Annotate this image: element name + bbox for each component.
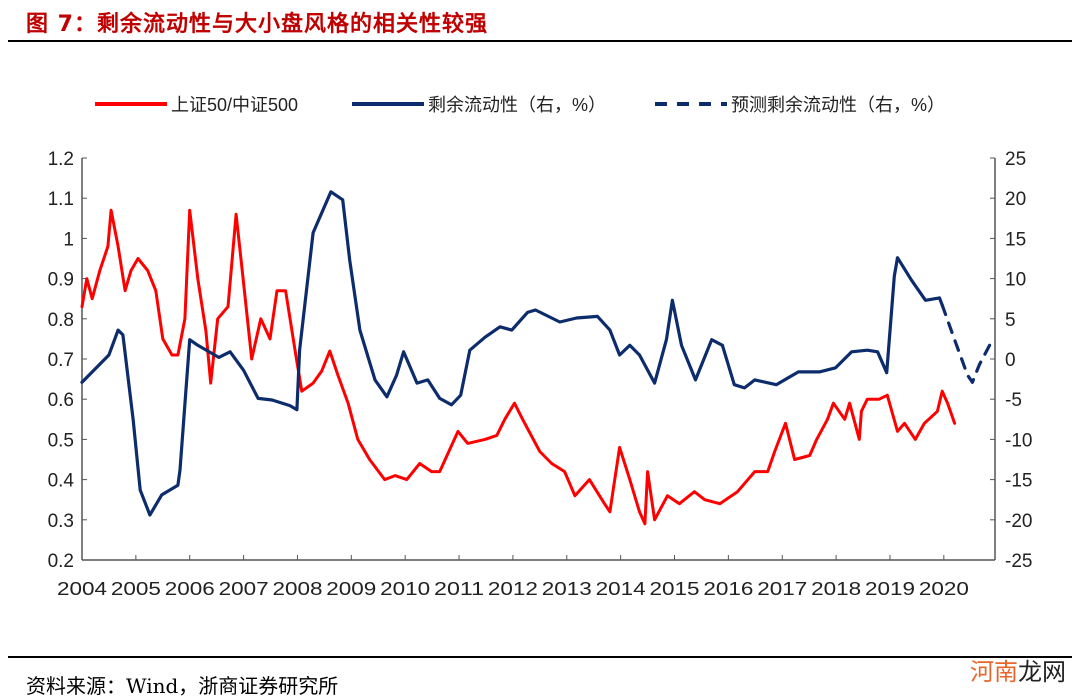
left-tick-label: 0.7: [48, 350, 74, 371]
x-tick-label: 2006: [165, 579, 215, 599]
x-tick-label: 2019: [865, 579, 915, 599]
x-tick-label: 2011: [434, 579, 484, 599]
x-tick-label: 2020: [919, 579, 969, 599]
right-tick-label: -25: [1005, 551, 1032, 572]
x-tick-label: 2014: [596, 579, 646, 599]
x-tick-label: 2007: [219, 579, 269, 599]
x-tick-label: 2008: [272, 579, 322, 599]
series-line-1: [80, 190, 944, 517]
right-tick-label: 5: [1005, 310, 1016, 331]
x-tick-label: 2012: [488, 579, 538, 599]
right-tick-label: 0: [1005, 350, 1016, 371]
left-tick-label: 1.1: [48, 189, 74, 210]
x-tick-label: 2015: [650, 579, 700, 599]
x-tick-label: 2009: [326, 579, 376, 599]
legend-label-2: 预测剩余流动性（右，%）: [731, 95, 945, 115]
figure-title: 图 7：剩余流动性与大小盘风格的相关性较强: [26, 12, 488, 37]
plot-area: [80, 190, 997, 526]
x-tick-label: 2016: [703, 579, 753, 599]
left-tick-label: 0.8: [48, 310, 74, 331]
x-tick-label: 2010: [380, 579, 430, 599]
right-tick-label: 25: [1005, 149, 1026, 170]
left-tick-label: 0.5: [48, 430, 74, 451]
x-tick-label: 2004: [57, 579, 107, 599]
left-tick-label: 0.4: [48, 471, 75, 492]
right-tick-label: 20: [1005, 189, 1026, 210]
x-tick-label: 2013: [542, 579, 592, 599]
left-tick-label: 0.9: [48, 270, 74, 291]
series-line-2: [940, 303, 997, 384]
x-tick-label: 2005: [111, 579, 161, 599]
right-tick-label: -15: [1005, 471, 1032, 492]
source-note: 资料来源：Wind，浙商证券研究所: [26, 674, 339, 698]
left-tick-label: 1: [63, 229, 74, 250]
x-tick-label: 2018: [811, 579, 861, 599]
right-tick-label: 15: [1005, 229, 1026, 250]
left-tick-label: 0.3: [48, 511, 74, 532]
right-tick-label: 10: [1005, 270, 1026, 291]
left-tick-label: 1.2: [48, 149, 74, 170]
right-tick-label: -5: [1005, 390, 1022, 411]
left-tick-label: 0.2: [48, 551, 74, 572]
footer-divider: [8, 656, 1072, 658]
x-tick-label: 2017: [757, 579, 807, 599]
left-tick-label: 0.6: [48, 390, 74, 411]
series-line-0: [80, 208, 957, 526]
right-tick-label: -20: [1005, 511, 1032, 532]
legend-label-0: 上证50/中证500: [171, 95, 298, 115]
legend-label-1: 剩余流动性（右，%）: [428, 95, 606, 115]
title-divider: [8, 40, 1072, 42]
legend: 上证50/中证500 剩余流动性（右，%） 预测剩余流动性（右，%）: [95, 95, 945, 115]
axes: 0.2 0.3 0.4 0.5 0.6 0.7 0.8 0.9 1 1.1 1.2 -25 -20 -15…: [48, 149, 1033, 599]
watermark-logo: 河南龙网: [970, 658, 1066, 686]
right-tick-label: -10: [1005, 430, 1032, 451]
